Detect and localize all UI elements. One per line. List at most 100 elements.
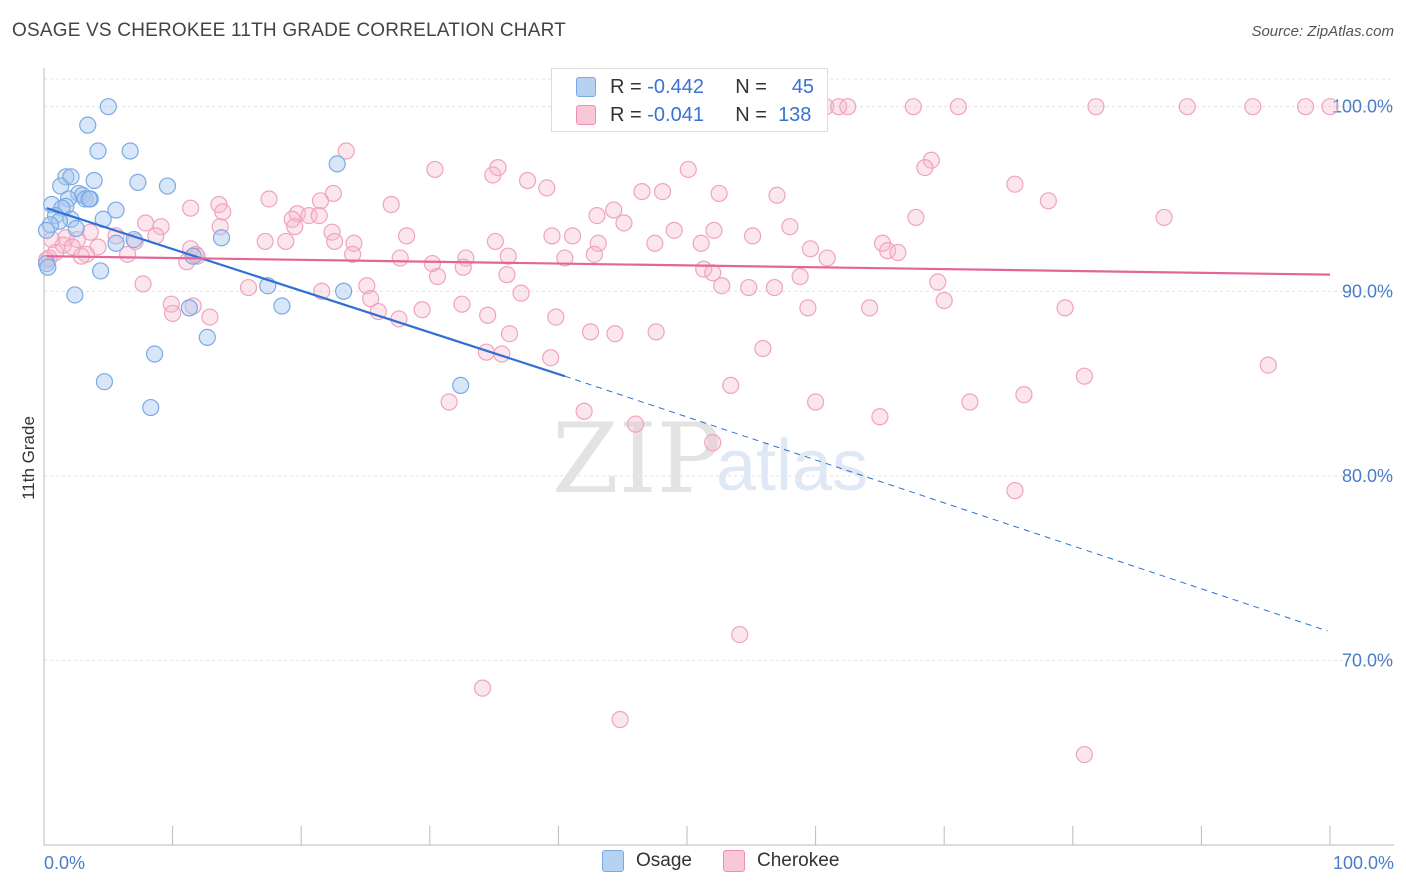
cherokee-point	[581, 323, 600, 341]
cherokee-point	[768, 186, 786, 204]
stats-legend: R = -0.442 N = 45 R = -0.041 N = 138	[551, 68, 828, 132]
osage-point	[67, 219, 85, 238]
y-tick-label: 80.0%	[1342, 466, 1393, 486]
osage-point	[37, 221, 56, 239]
y-tick-label: 70.0%	[1342, 650, 1393, 670]
cherokee-point	[344, 245, 362, 263]
cherokee-point	[136, 214, 155, 232]
cherokee-point	[904, 98, 922, 116]
cherokee-point	[423, 254, 441, 273]
cherokee-point	[398, 227, 416, 245]
cherokee-point	[1015, 386, 1033, 404]
cherokee-point	[337, 142, 355, 160]
cherokee-point	[1006, 482, 1024, 500]
cherokee-point	[871, 408, 889, 426]
osage-point	[145, 345, 164, 363]
cherokee-point	[1006, 175, 1024, 193]
cherokee-r-value: -0.041	[647, 103, 704, 126]
osage-legend-label: Osage	[636, 850, 692, 871]
cherokee-point	[1259, 356, 1277, 374]
cherokee-point	[512, 284, 530, 302]
cherokee-point	[907, 208, 925, 227]
cherokee-point	[542, 349, 560, 367]
cherokee-legend-swatch	[723, 850, 745, 872]
cherokee-point	[277, 232, 295, 251]
cherokee-series	[37, 98, 1339, 764]
y-tick-label: 100.0%	[1332, 97, 1393, 117]
cherokee-point	[1039, 192, 1057, 210]
cherokee-point	[575, 402, 593, 420]
cherokee-point	[563, 227, 582, 245]
cherokee-n-value: 138	[778, 103, 812, 126]
cherokee-point	[722, 376, 740, 394]
osage-point	[452, 376, 470, 394]
osage-point	[180, 299, 198, 317]
cherokee-point	[453, 295, 471, 313]
cherokee-point	[731, 625, 749, 644]
osage-point	[57, 168, 75, 186]
osage-trendline-extension	[564, 375, 1328, 632]
gridlines	[44, 78, 1394, 661]
cherokee-point	[830, 98, 848, 116]
cherokee-point	[1075, 745, 1093, 764]
osage-point	[198, 328, 216, 347]
x-tick-label-max: 100.0%	[1333, 853, 1394, 873]
cherokee-point	[889, 243, 907, 262]
cherokee-point	[589, 234, 607, 252]
cherokee-point	[1321, 98, 1339, 116]
cherokee-point	[791, 267, 809, 286]
y-tick-labels: 100.0% 90.0% 80.0% 70.0%	[1332, 97, 1393, 671]
cherokee-point	[765, 278, 784, 297]
trendlines	[46, 207, 1331, 632]
cherokee-point	[626, 415, 645, 433]
cherokee-point	[358, 277, 376, 295]
osage-point	[80, 190, 98, 208]
osage-series	[37, 98, 470, 417]
cherokee-point	[935, 291, 953, 310]
osage-point	[121, 142, 139, 160]
cherokee-point	[324, 184, 342, 203]
osage-point	[95, 373, 114, 391]
cherokee-point	[1087, 98, 1105, 116]
cherokee-point	[1056, 299, 1074, 317]
cherokee-point	[1178, 98, 1196, 116]
cherokee-point	[929, 273, 947, 291]
cherokee-point	[182, 199, 200, 217]
cherokee-point	[440, 393, 458, 411]
legend-row-osage: R = -0.442 N = 45	[576, 74, 814, 100]
watermark-zip: ZIP	[552, 403, 721, 515]
cherokee-point	[63, 238, 81, 256]
osage-r-label: R =	[610, 75, 642, 98]
cherokee-point	[705, 221, 723, 239]
osage-point	[107, 234, 125, 252]
cherokee-point	[679, 160, 697, 179]
cherokee-point	[164, 304, 182, 323]
cherokee-point	[428, 267, 447, 286]
osage-trendline	[46, 207, 566, 378]
cherokee-point	[134, 275, 152, 293]
cherokee-point	[806, 393, 825, 411]
osage-point	[328, 155, 346, 173]
osage-point	[52, 177, 70, 195]
osage-point	[79, 116, 97, 134]
osage-point	[39, 258, 57, 276]
cherokee-point	[781, 218, 799, 236]
cherokee-point	[588, 206, 606, 225]
cherokee-point	[1075, 367, 1093, 385]
cherokee-point	[713, 277, 731, 295]
cherokee-point	[426, 160, 444, 179]
cherokee-point	[633, 182, 651, 201]
watermark-atlas: atlas	[716, 426, 868, 506]
cherokee-point	[606, 325, 624, 343]
x-tick-label-min: 0.0%	[44, 853, 85, 873]
cherokee-point	[326, 232, 344, 251]
cherokee-point	[310, 206, 328, 225]
osage-point	[212, 229, 231, 247]
osage-point	[89, 142, 107, 160]
cherokee-point	[152, 218, 170, 236]
cherokee-point	[499, 247, 517, 265]
source-credit: Source: ZipAtlas.com	[1251, 23, 1394, 40]
cherokee-trendline	[46, 255, 1331, 276]
osage-swatch	[576, 77, 596, 97]
